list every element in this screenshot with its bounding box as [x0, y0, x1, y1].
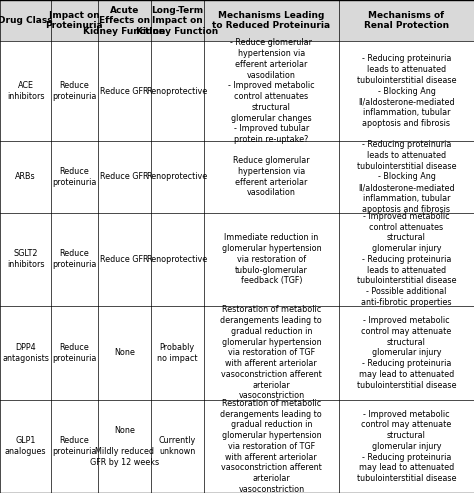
Bar: [98, 399, 151, 493]
Bar: [51, 306, 98, 399]
Bar: [151, 212, 204, 306]
Text: Mechanisms Leading
to Reduced Proteinuria: Mechanisms Leading to Reduced Proteinuri…: [212, 11, 330, 31]
Bar: [204, 41, 339, 141]
Text: Immediate reduction in
glomerular hypertension
via restoration of
tubulo-glomeru: Immediate reduction in glomerular hypert…: [221, 233, 321, 285]
Text: Currently
unknown: Currently unknown: [159, 436, 196, 456]
Text: Restoration of metabolic
derangements leading to
gradual reduction in
glomerular: Restoration of metabolic derangements le…: [220, 305, 322, 400]
Bar: [151, 41, 204, 141]
Bar: [151, 306, 204, 399]
Bar: [339, 141, 474, 212]
Bar: [0, 306, 51, 399]
Text: Reduce GFR: Reduce GFR: [100, 87, 148, 96]
Bar: [51, 141, 98, 212]
Text: Reduce
proteinuria: Reduce proteinuria: [52, 249, 97, 269]
Bar: [0, 141, 51, 212]
Text: DPP4
antagonists: DPP4 antagonists: [2, 343, 49, 363]
Text: Reduce
proteinuria: Reduce proteinuria: [52, 436, 97, 456]
Bar: [339, 41, 474, 141]
Text: Probably
no impact: Probably no impact: [157, 343, 198, 363]
Bar: [51, 399, 98, 493]
Bar: [98, 306, 151, 399]
Text: Reduce GFR: Reduce GFR: [100, 255, 148, 264]
Text: Acute
Effects on
Kidney Function: Acute Effects on Kidney Function: [83, 6, 165, 35]
Text: Long-Term
Impact on
Kidney Function: Long-Term Impact on Kidney Function: [136, 6, 219, 35]
Bar: [98, 41, 151, 141]
Text: Reduce GFR: Reduce GFR: [100, 172, 148, 181]
Text: - Reducing proteinuria
leads to attenuated
tubulointerstitial disease
- Blocking: - Reducing proteinuria leads to attenuat…: [357, 55, 456, 128]
Text: Reduce
proteinuria: Reduce proteinuria: [52, 343, 97, 363]
Bar: [339, 306, 474, 399]
Bar: [0, 212, 51, 306]
Bar: [51, 41, 98, 141]
Text: Renoprotective: Renoprotective: [146, 87, 208, 96]
Text: None: None: [114, 348, 135, 357]
Text: Reduce
proteinuria: Reduce proteinuria: [52, 81, 97, 101]
Bar: [204, 212, 339, 306]
Bar: [0, 399, 51, 493]
Text: SGLT2
inhibitors: SGLT2 inhibitors: [7, 249, 45, 269]
Text: - Improved metabolic
control may attenuate
structural
glomerular injury
- Reduci: - Improved metabolic control may attenua…: [357, 410, 456, 483]
Bar: [204, 306, 339, 399]
Text: Restoration of metabolic
derangements leading to
gradual reduction in
glomerular: Restoration of metabolic derangements le…: [220, 399, 322, 493]
Text: Mechanisms of
Renal Protection: Mechanisms of Renal Protection: [364, 11, 449, 31]
Bar: [339, 212, 474, 306]
Text: ARBs: ARBs: [15, 172, 36, 181]
Bar: [98, 141, 151, 212]
Bar: [204, 399, 339, 493]
Text: - Reduce glomerular
hypertension via
efferent arteriolar
vasodilation
- Improved: - Reduce glomerular hypertension via eff…: [228, 38, 315, 144]
Text: ACE
inhibitors: ACE inhibitors: [7, 81, 45, 101]
Text: - Reducing proteinuria
leads to attenuated
tubulointerstitial disease
- Blocking: - Reducing proteinuria leads to attenuat…: [357, 140, 456, 213]
Bar: [0, 0, 474, 41]
Text: None

Mildly reduced
GFR by 12 weeks: None Mildly reduced GFR by 12 weeks: [90, 425, 159, 467]
Text: Renoprotective: Renoprotective: [146, 172, 208, 181]
Text: Impact on
Proteinuria: Impact on Proteinuria: [46, 11, 103, 31]
Bar: [151, 399, 204, 493]
Bar: [98, 212, 151, 306]
Text: Renoprotective: Renoprotective: [146, 255, 208, 264]
Text: - Improved metabolic
control attenuates
structural
glomerular injury
- Reducing : - Improved metabolic control attenuates …: [357, 212, 456, 307]
Text: Reduce
proteinuria: Reduce proteinuria: [52, 167, 97, 187]
Text: GLP1
analogues: GLP1 analogues: [5, 436, 46, 456]
Bar: [0, 41, 51, 141]
Text: - Improved metabolic
control may attenuate
structural
glomerular injury
- Reduci: - Improved metabolic control may attenua…: [357, 316, 456, 389]
Bar: [204, 141, 339, 212]
Bar: [339, 399, 474, 493]
Text: Reduce glomerular
hypertension via
efferent arteriolar
vasodilation: Reduce glomerular hypertension via effer…: [233, 156, 310, 197]
Bar: [51, 212, 98, 306]
Bar: [151, 141, 204, 212]
Text: Drug Class: Drug Class: [0, 16, 53, 25]
